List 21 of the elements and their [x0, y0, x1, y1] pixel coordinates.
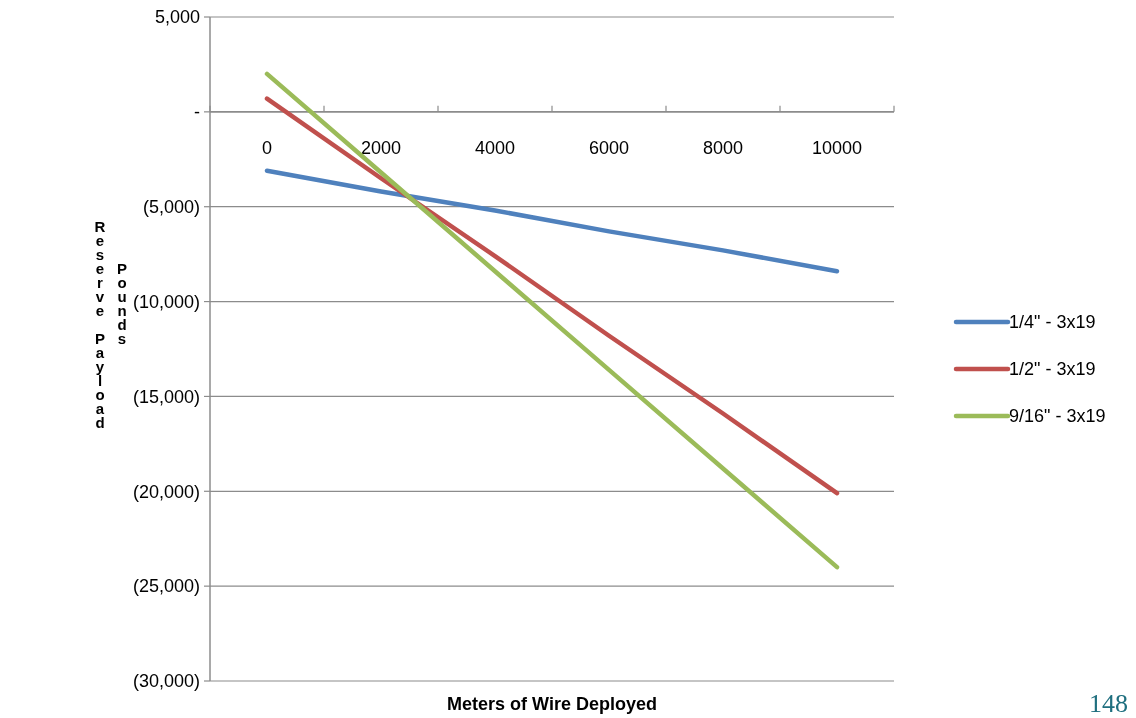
line-series [264, 168, 840, 274]
y-tick-label: - [194, 102, 200, 123]
y-tick-label: (30,000) [132, 671, 200, 692]
x-axis-title: Meters of Wire Deployed [447, 694, 657, 714]
legend-label: 1/2" - 3x19 [1009, 359, 1096, 380]
x-tick-label: 0 [261, 137, 273, 158]
y-tick-label: (25,000) [132, 576, 200, 597]
y-tick-label: (10,000) [132, 291, 200, 312]
x-tick-label: 6000 [588, 137, 630, 158]
y-tick-label: (5,000) [142, 197, 200, 218]
x-tick-label: 10000 [811, 137, 863, 158]
legend-label: 9/16" - 3x19 [1009, 406, 1106, 427]
legend-label: 1/4" - 3x19 [1009, 312, 1096, 333]
text: 148 [1089, 689, 1128, 718]
x-tick-label: 4000 [474, 137, 516, 158]
y-tick-label: (15,000) [132, 386, 200, 407]
y-tick-label: (20,000) [132, 481, 200, 502]
x-tick-label: 2000 [360, 137, 402, 158]
y-axis-title: Reserve Payload Pounds [91, 218, 131, 428]
y-tick-label: 5,000 [154, 7, 200, 28]
x-tick-label: 8000 [702, 137, 744, 158]
